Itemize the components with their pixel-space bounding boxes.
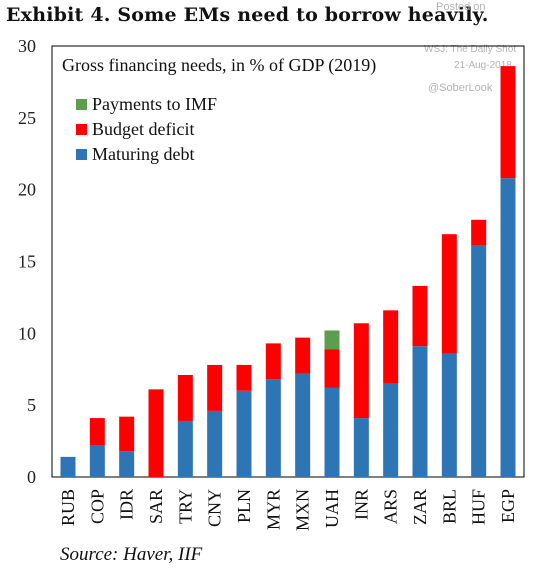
x-tick-label: SAR <box>146 489 166 524</box>
watermark-date: 21-Aug-2018 <box>454 60 512 71</box>
x-tick-label: COP <box>87 489 107 524</box>
bar-budget-deficit-uah <box>324 349 340 388</box>
x-tick-label: MXN <box>293 489 313 531</box>
y-tick-label: 10 <box>18 323 36 343</box>
bar-budget-deficit-inr <box>353 323 369 419</box>
legend-swatch-maturing-debt <box>76 149 87 160</box>
legend-label-payments-to-imf: Payments to IMF <box>92 94 217 114</box>
legend-label-budget-deficit: Budget deficit <box>92 119 194 139</box>
legend-swatch-payments-to-imf <box>76 99 87 110</box>
chart-title: Gross financing needs, in % of GDP (2019… <box>62 55 376 76</box>
bar-budget-deficit-idr <box>119 416 135 452</box>
bar-budget-deficit-pln <box>236 364 252 391</box>
y-tick-label: 25 <box>18 108 36 128</box>
x-tick-label: ZAR <box>410 489 430 525</box>
bar-budget-deficit-ars <box>383 310 399 384</box>
bar-maturing-debt-inr <box>353 418 369 477</box>
bar-budget-deficit-brl <box>441 234 457 354</box>
bar-maturing-debt-cny <box>207 410 223 477</box>
bar-budget-deficit-huf <box>471 219 487 246</box>
x-tick-label: BRL <box>439 489 459 524</box>
bar-budget-deficit-myr <box>265 343 281 380</box>
bar-maturing-debt-try <box>177 420 193 477</box>
x-tick-label: CNY <box>205 489 225 527</box>
watermark-posted-on: Posted on <box>436 1 486 13</box>
bar-maturing-debt-cop <box>89 445 105 477</box>
x-tick-label: RUB <box>58 489 78 526</box>
watermark-handle: @SoberLook <box>428 82 493 94</box>
x-tick-label: IDR <box>117 489 137 520</box>
bar-budget-deficit-sar <box>148 389 164 477</box>
bar-maturing-debt-egp <box>500 178 516 477</box>
bar-budget-deficit-cop <box>89 418 105 446</box>
y-tick-label: 5 <box>27 395 36 415</box>
exhibit-title: Exhibit 4. Some EMs need to borrow heavi… <box>6 4 489 26</box>
bar-budget-deficit-egp <box>500 66 516 179</box>
source-note: Source: Haver, IIF <box>60 544 203 565</box>
bar-maturing-debt-idr <box>119 451 135 477</box>
bar-maturing-debt-zar <box>412 346 428 477</box>
x-tick-label: EGP <box>498 489 518 523</box>
x-tick-label: MYR <box>263 489 283 530</box>
bar-maturing-debt-rub <box>60 456 76 477</box>
y-tick-label: 0 <box>27 467 36 487</box>
y-tick-label: 15 <box>18 252 36 272</box>
bar-maturing-debt-huf <box>471 245 487 477</box>
x-tick-label: PLN <box>234 489 254 523</box>
x-tick-label: HUF <box>469 489 489 525</box>
legend-swatch-budget-deficit <box>76 124 87 135</box>
bar-maturing-debt-ars <box>383 383 399 477</box>
x-tick-label: ARS <box>381 489 401 524</box>
legend-label-maturing-debt: Maturing debt <box>92 144 194 164</box>
x-tick-label: UAH <box>322 489 342 528</box>
y-tick-label: 20 <box>18 180 36 200</box>
bar-maturing-debt-myr <box>265 379 281 477</box>
bar-budget-deficit-try <box>177 374 193 421</box>
bar-budget-deficit-zar <box>412 285 428 347</box>
plot-frame <box>51 45 525 478</box>
y-tick-label: 30 <box>18 36 36 56</box>
bar-payments-to-imf-uah <box>324 330 340 350</box>
bar-budget-deficit-cny <box>207 364 223 411</box>
bar-maturing-debt-uah <box>324 387 340 477</box>
bar-maturing-debt-pln <box>236 390 252 477</box>
x-tick-label: INR <box>351 489 371 520</box>
bar-maturing-debt-brl <box>441 353 457 477</box>
watermark-source: WSJ: The Daily Shot <box>424 44 517 55</box>
bar-maturing-debt-mxn <box>295 373 311 477</box>
x-tick-label: TRY <box>175 489 195 524</box>
bar-budget-deficit-mxn <box>295 337 311 374</box>
